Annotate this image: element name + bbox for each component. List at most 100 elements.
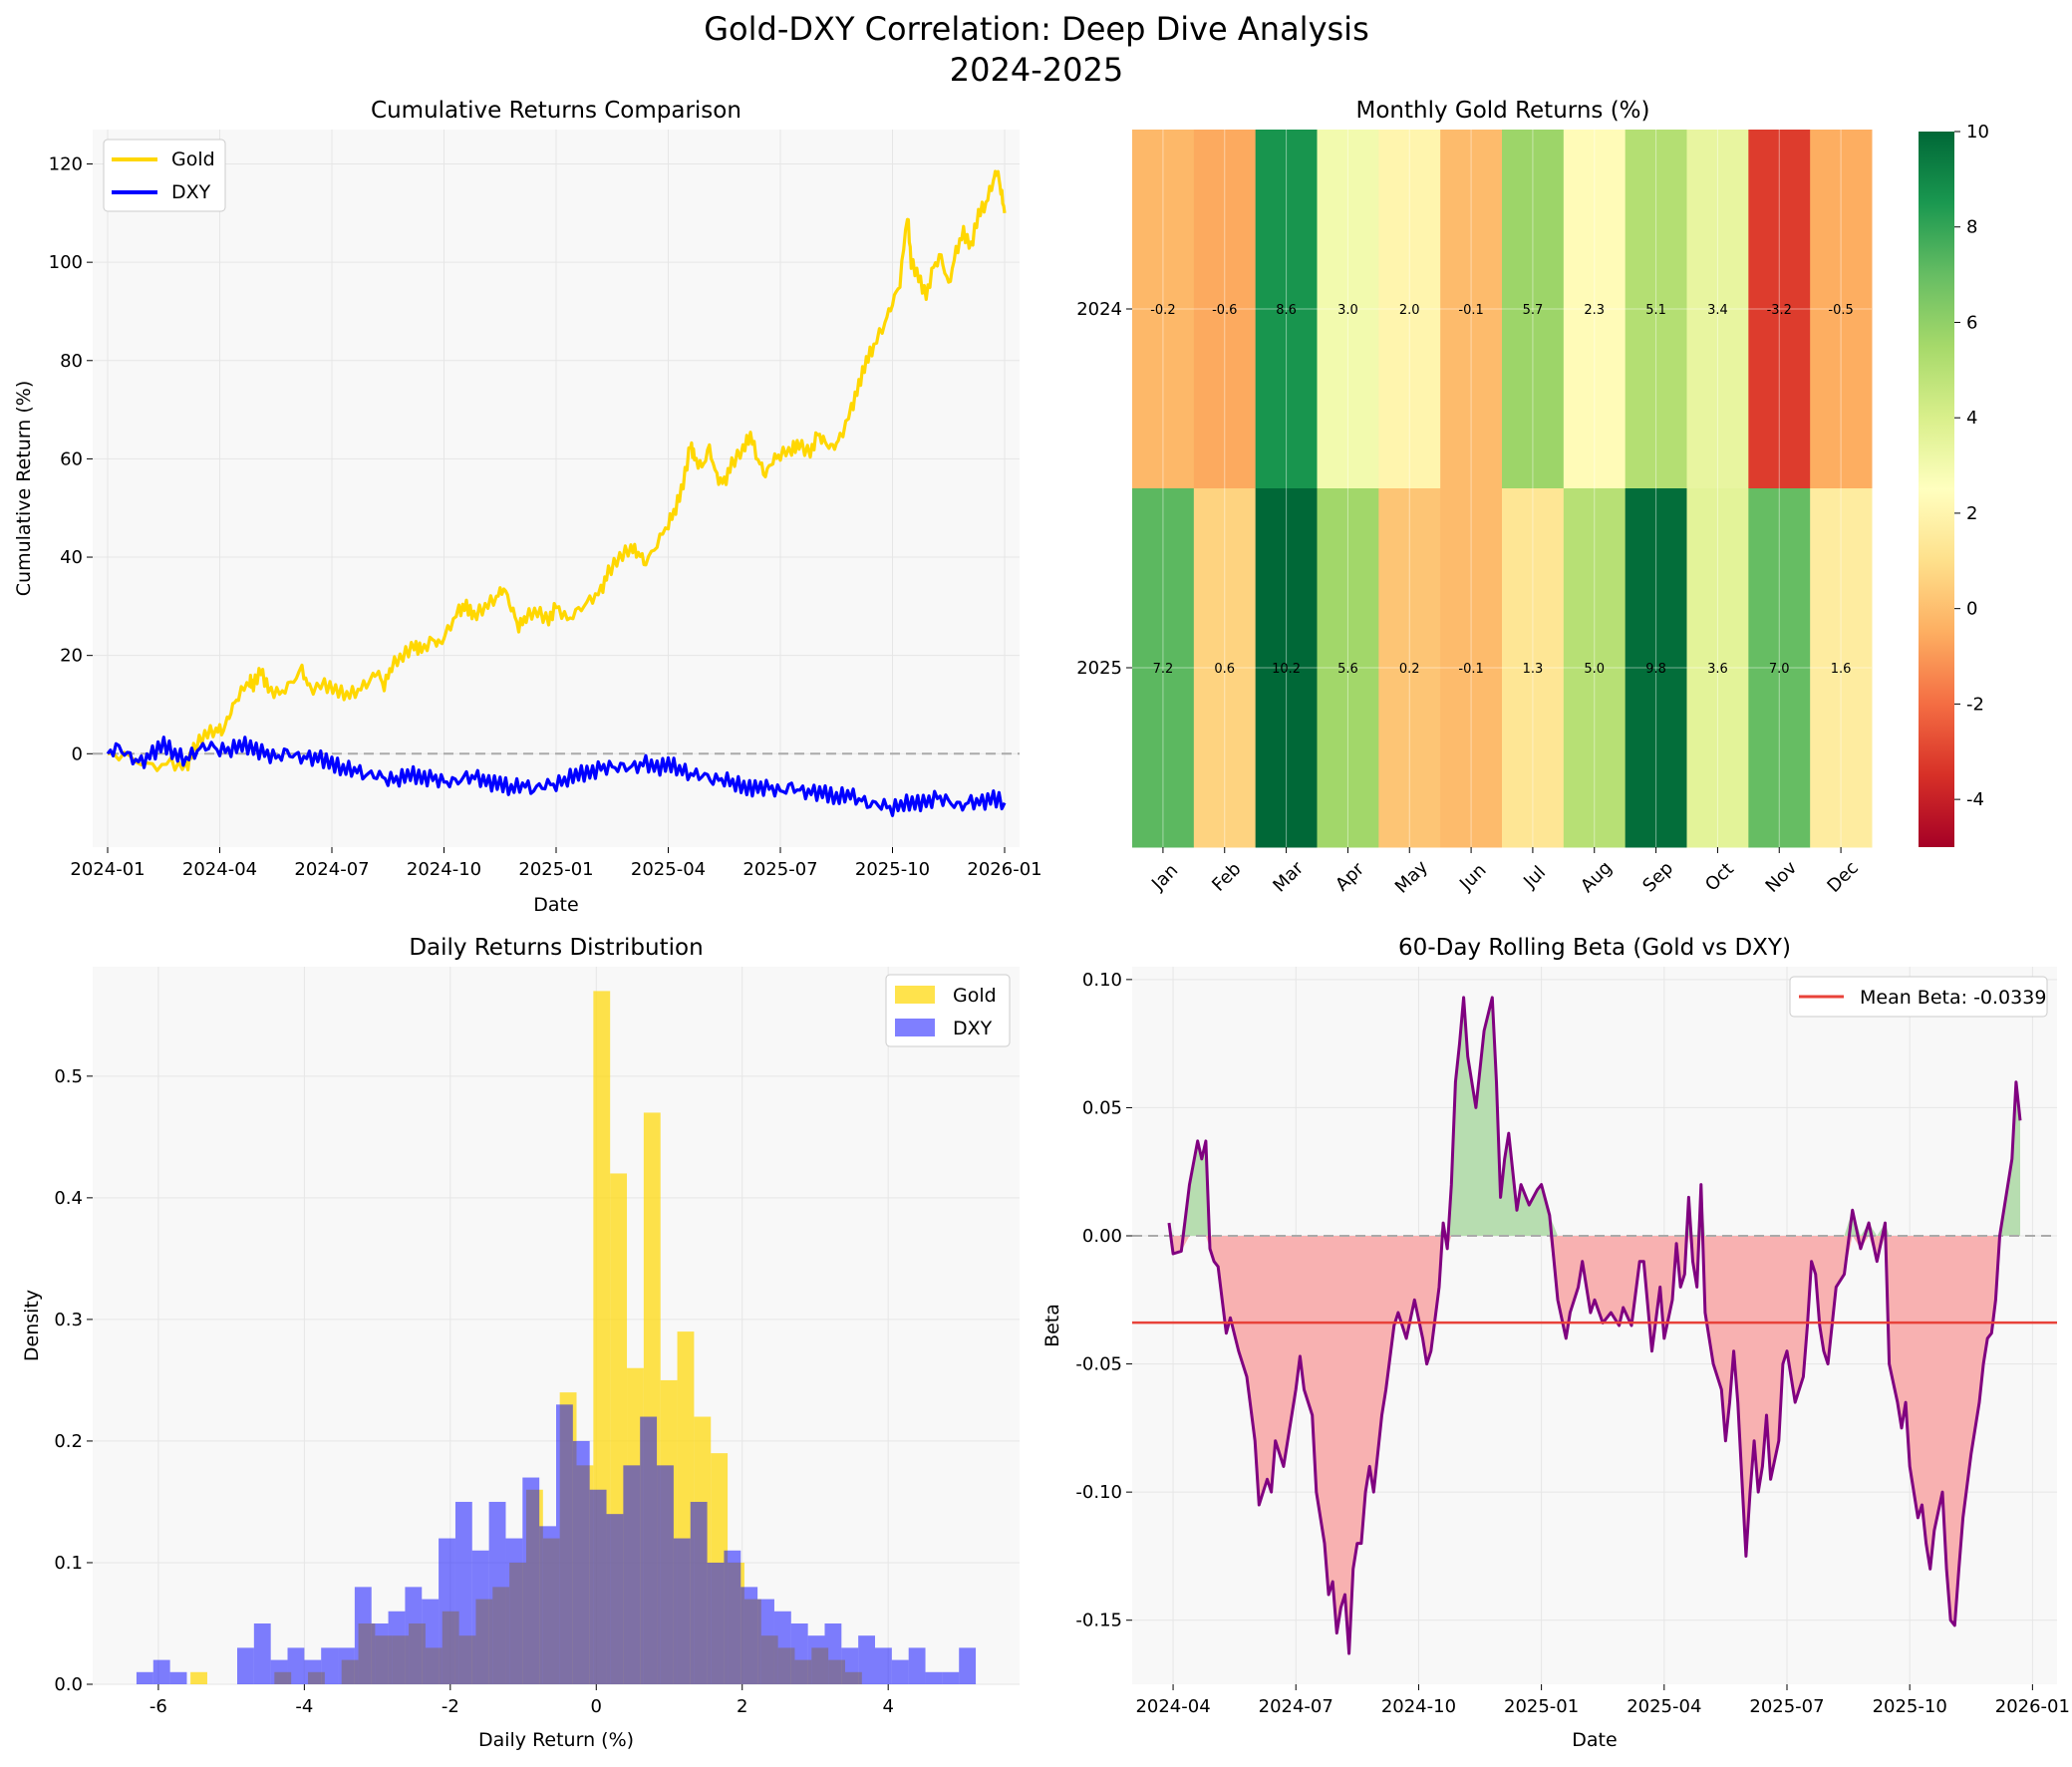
cumulative-y-tick-label: 20 [60,646,83,667]
histogram-legend: Gold DXY [885,974,1011,1047]
heatmap-cell-label: -0.1 [1458,662,1483,677]
histogram-bar-dxy [757,1599,774,1684]
heatmap-cell [1625,488,1687,848]
histogram-bar-dxy [505,1538,523,1684]
beta-legend-mean-label: Mean Beta: -0.0339 [1860,987,2046,1009]
histogram-bar-dxy [589,1489,607,1684]
cumulative-y-tick-label: 120 [49,154,83,175]
beta-title: 60-Day Rolling Beta (Gold vs DXY) [1398,935,1791,961]
rolling-beta-chart: 2024-04 2024-07 2024-10 2025-01 2025-04 2025-… [1041,935,2070,1751]
heatmap-cell-label: -0.6 [1212,303,1237,318]
histogram-x-tick-label: 0 [591,1696,602,1717]
histogram-y-tick-label: 0.3 [54,1310,83,1330]
heatmap-cell [1132,130,1195,489]
heatmap-cell [1748,130,1811,489]
histogram-legend-dxy-swatch [895,1019,935,1036]
heatmap-cell [1625,130,1687,489]
heatmap-month-ticks: Jan Feb Mar Apr May Jun Jul Aug Sep Oct Nov Dec [1147,847,1863,898]
histogram-bar-dxy [908,1647,926,1684]
heatmap-cell-label: 7.0 [1769,662,1790,677]
cumulative-x-tick-label: 2024-10 [407,859,481,880]
histogram-x-tick-label: -6 [149,1696,167,1717]
heatmap-cell-labels: -0.2 -0.6 8.6 3.0 2.0 -0.1 5.7 2.3 5.1 3.4 -3.2 -0.… [1150,303,1854,677]
heatmap-month-label: Nov [1762,857,1802,897]
heatmap-cell-label: 0.6 [1214,662,1235,677]
histogram-bar-dxy [942,1671,960,1684]
heatmap-cell [1132,488,1195,848]
cumulative-ylabel: Cumulative Return (%) [13,381,35,596]
beta-x-tick-label: 2026-01 [1995,1696,2070,1717]
histogram-x-tick-label: 2 [737,1696,747,1717]
cumulative-x-tick-label: 2025-01 [518,859,593,880]
heatmap-month-label: Mar [1269,857,1308,896]
heatmap-cell [1255,130,1318,489]
heatmap-title: Monthly Gold Returns (%) [1355,98,1649,124]
cumulative-y-ticks: 0 20 40 60 80 100 120 [49,154,93,764]
histogram-bar-dxy [338,1647,355,1684]
beta-x-tick-label: 2024-07 [1259,1696,1333,1717]
colorbar-tick-label: -2 [1966,694,1984,715]
cumulative-legend: Gold DXY [103,139,226,212]
cumulative-x-tick-label: 2025-04 [631,859,706,880]
histogram-bar-dxy [488,1501,506,1684]
histogram-bar-dxy [841,1647,859,1684]
heatmap-month-label: Apr [1332,858,1368,895]
beta-x-tick-label: 2024-04 [1135,1696,1210,1717]
heatmap-cell-label: 1.3 [1523,662,1544,677]
histogram-xlabel: Daily Return (%) [478,1729,634,1751]
cumulative-legend-gold-label: Gold [171,148,215,170]
histogram-bar-dxy [539,1526,556,1684]
histogram-bar-dxy [439,1538,455,1684]
beta-y-tick-label: -0.05 [1075,1354,1122,1375]
beta-y-tick-label: 0.10 [1082,970,1122,991]
cumulative-x-ticks: 2024-01 2024-04 2024-07 2024-10 2025-01 2025-… [70,847,1042,880]
beta-legend-box [1789,976,2048,1018]
histogram-bar-dxy [690,1501,708,1684]
histogram-y-tick-label: 0.2 [54,1431,83,1452]
heatmap-cell [1440,488,1503,848]
histogram-bar-dxy [673,1538,691,1684]
histogram-y-tick-label: 0.5 [54,1066,83,1087]
heatmap-cell-label: 10.2 [1272,662,1301,677]
heatmap-year-label: 2024 [1076,299,1122,320]
beta-fill-areas [1168,997,2021,1654]
beta-legend: Mean Beta: -0.0339 [1789,976,2048,1018]
beta-lines [1132,996,2057,1655]
beta-ylabel: Beta [1041,1304,1063,1347]
daily-returns-histogram: -6 -4 -2 0 2 4 0.0 0.1 0.2 0.3 0.4 0.5 Daily Retur… [21,935,1020,1751]
histogram-bar-dxy [807,1635,825,1684]
heatmap-month-label: Jun [1455,860,1490,895]
colorbar-tick-label: 0 [1966,599,1977,620]
heatmap-cell-label: 1.6 [1831,662,1852,677]
histogram-bar-dxy [152,1659,170,1684]
heatmap-colorbar [1919,132,1954,847]
histogram-bar-dxy [388,1611,406,1684]
histogram-bar-dxy [707,1562,725,1684]
histogram-bar-dxy [572,1440,590,1684]
histogram-bar-dxy [253,1622,271,1684]
histogram-legend-dxy-label: DXY [953,1018,993,1039]
cumulative-series [106,169,1007,817]
heatmap-cell [1502,130,1565,489]
heatmap-cell [1810,130,1873,489]
beta-line [1167,996,2022,1655]
heatmap-cell-label: -0.5 [1828,303,1853,318]
heatmap-month-label: May [1391,856,1432,897]
cumulative-y-tick-label: 60 [60,448,83,469]
histogram-bar-dxy [354,1587,372,1684]
cumulative-x-tick-label: 2025-10 [855,859,930,880]
histogram-bar-dxy [556,1404,573,1684]
cumulative-y-tick-label: 80 [60,351,83,372]
heatmap-cell-label: 2.3 [1584,303,1605,318]
cumulative-x-tick-label: 2024-01 [70,859,145,880]
histogram-bar-dxy [773,1611,791,1684]
heatmap-cell [1686,488,1749,848]
histogram-bar-dxy [657,1465,674,1684]
histogram-bar-dxy [321,1647,339,1684]
heatmap-cell-label: 3.4 [1707,303,1728,318]
cumulative-y-tick-label: 0 [72,743,83,764]
histogram-bar-dxy [169,1671,187,1684]
beta-negative-fill [1168,1236,2021,1654]
heatmap-cell [1502,488,1565,848]
